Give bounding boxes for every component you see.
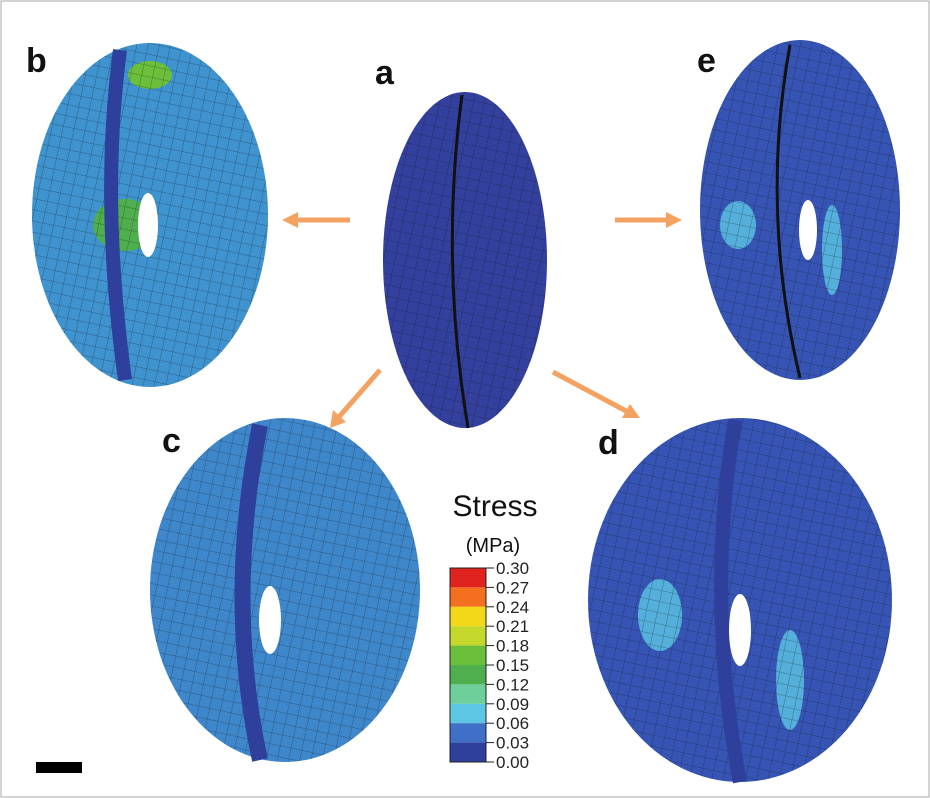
tick-label: 0.00 [496, 753, 529, 772]
tick-label: 0.03 [496, 734, 529, 753]
model-d [588, 418, 892, 782]
figure: a b c d e Stress (MPa) 0.300.270.240.210… [0, 0, 930, 798]
panel-label: d [598, 424, 619, 462]
tick-label: 0.12 [496, 675, 529, 694]
colorbar-band [450, 723, 486, 742]
colorbar-band [450, 684, 486, 703]
tick-label: 0.27 [496, 578, 529, 597]
colorbar-band [450, 665, 486, 684]
tick-label: 0.30 [496, 559, 529, 578]
model-a [383, 92, 547, 428]
colorbar-band [450, 607, 486, 626]
tick-label: 0.24 [496, 598, 529, 617]
legend-title: Stress [452, 490, 537, 523]
legend-unit: (MPa) [466, 535, 520, 557]
scale-bar [36, 762, 82, 773]
model-c [150, 418, 420, 762]
colorbar-band [450, 646, 486, 665]
model-e [700, 40, 900, 380]
colorbar-band [450, 704, 486, 723]
panel-label: e [697, 42, 716, 80]
tick-label: 0.21 [496, 617, 529, 636]
colorbar-band [450, 743, 486, 762]
tick-label: 0.18 [496, 637, 529, 656]
tick-label: 0.06 [496, 714, 529, 733]
colorbar-band [450, 626, 486, 645]
tick-label: 0.15 [496, 656, 529, 675]
model-b [32, 43, 268, 387]
tick-label: 0.09 [496, 695, 529, 714]
panel-label: c [162, 422, 181, 460]
panel-label: b [26, 42, 47, 80]
panel-label: a [375, 54, 395, 92]
colorbar-band [450, 587, 486, 606]
colorbar-band [450, 568, 486, 587]
